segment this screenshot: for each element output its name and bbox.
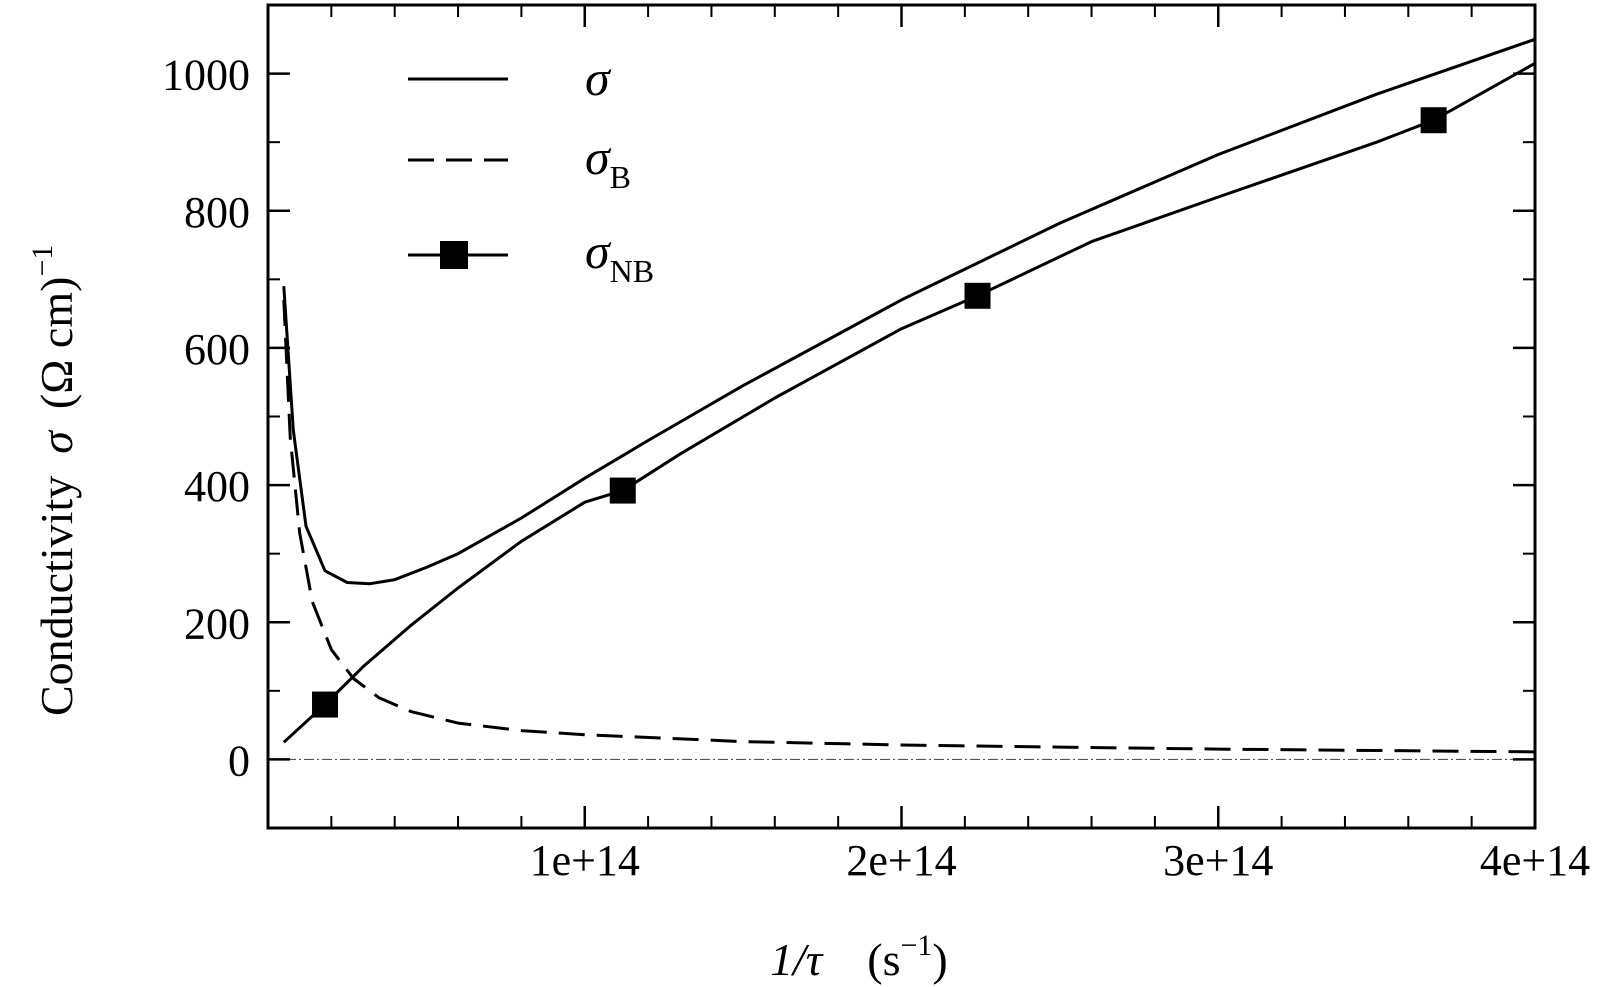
data-point-sigma-nb-4 [1420, 107, 1447, 134]
x-tick-label: 1e+14 [530, 836, 640, 885]
x-axis-title-main: 1/τ [770, 934, 824, 985]
y-tick-label: 0 [228, 736, 250, 785]
y-axis-title-symbol: σ [31, 429, 82, 454]
x-axis-title-unit-close: ) [932, 934, 947, 985]
data-point-sigma-nb-2 [609, 477, 636, 504]
plot-frame [266, 3, 1537, 830]
series-line-sigma-nb [282, 61, 1536, 744]
y-axis-title-main: Conductivity [31, 476, 82, 716]
series-line-sigma-b [282, 299, 1536, 754]
data-point-sigma-nb-3 [964, 282, 991, 309]
legend-label-sigma: σ [585, 50, 612, 106]
y-axis-title: Conductivity σ (Ω cm)−1 [26, 245, 82, 716]
y-tick-label: 1000 [162, 51, 250, 100]
legend-label-sigma-b: σB [585, 129, 631, 195]
series-line-sigma [282, 37, 1536, 586]
y-axis-title-unit-exp: −1 [26, 245, 59, 277]
legend: σ σB σNB [408, 50, 654, 289]
x-tick-label: 2e+14 [846, 836, 956, 885]
x-axis-title: 1/τ (s−1) [770, 929, 948, 985]
y-tick-label: 600 [184, 325, 250, 374]
legend-label-sigma-nb-main: σ [585, 223, 612, 279]
x-tick-label: 3e+14 [1163, 836, 1273, 885]
legend-label-sigma-nb: σNB [585, 223, 654, 289]
legend-label-sigma-b-sub: B [610, 159, 631, 195]
y-tick-label: 800 [184, 188, 250, 237]
data-point-sigma-nb-1 [312, 691, 339, 718]
y-axis-title-unit: (Ω cm) [31, 277, 82, 410]
legend-label-sigma-nb-sub: NB [610, 253, 654, 289]
y-tick-label: 400 [184, 462, 250, 511]
legend-marker-sigma-nb [440, 241, 468, 269]
x-tick-label: 4e+14 [1480, 836, 1590, 885]
x-axis-title-unit-exp: −1 [900, 929, 932, 962]
legend-label-sigma-b-main: σ [585, 129, 612, 185]
y-tick-label: 200 [184, 599, 250, 648]
x-axis-title-unit: (s [867, 934, 900, 985]
